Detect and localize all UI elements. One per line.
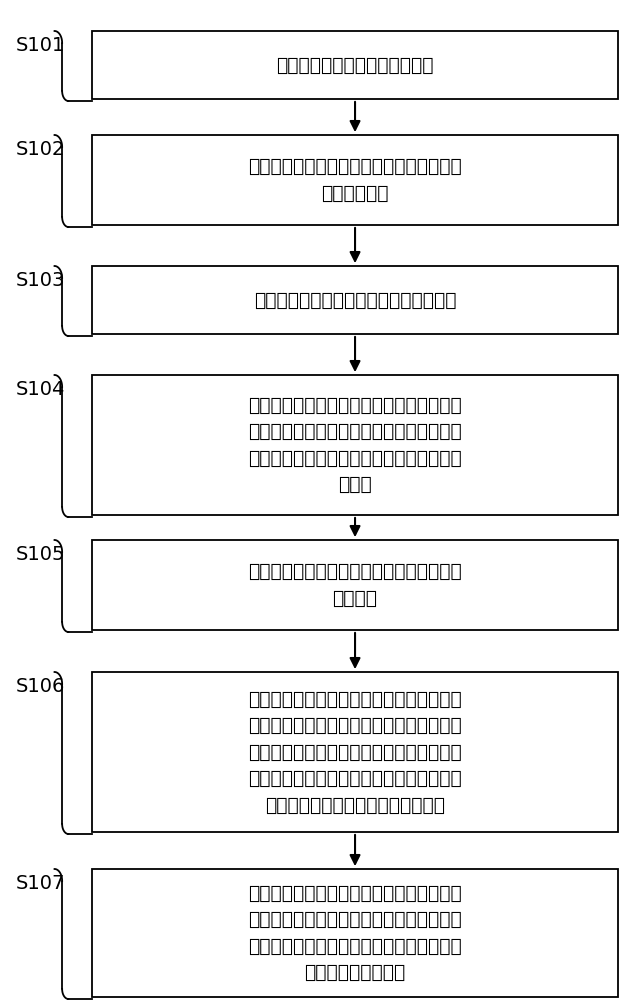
- Text: 接收读卡器传输的电子标签数据: 接收读卡器传输的电子标签数据: [276, 55, 434, 75]
- Text: 获取电子标签存储库中所有包括所述待判定
运营商的运营商信息的所述电子标签数据，
构成所述待判定运营商对应的电子标签数据
总量组: 获取电子标签存储库中所有包括所述待判定 运营商的运营商信息的所述电子标签数据， …: [248, 396, 462, 494]
- Bar: [92, 672, 618, 832]
- Text: 在预定时间段内统计接收到同一所述电子标
签数据的次数: 在预定时间段内统计接收到同一所述电子标 签数据的次数: [248, 157, 462, 203]
- Text: S104: S104: [16, 380, 65, 399]
- Bar: [92, 266, 618, 334]
- Text: 从所述待判定运营商对应的电子标签数据总
量组中，去除所述待判定运营商提供的实时
订单数据组和与所述待判定运营商对应的所
述规范停车数据组中的电子标签数据，得到
: 从所述待判定运营商对应的电子标签数据总 量组中，去除所述待判定运营商提供的实时 …: [248, 690, 462, 814]
- Text: 获取与所述待判定运营商对应的所述规范停
车数据组: 获取与所述待判定运营商对应的所述规范停 车数据组: [248, 562, 462, 608]
- Bar: [92, 869, 618, 997]
- Text: S103: S103: [16, 271, 65, 290]
- Bar: [92, 375, 618, 515]
- Bar: [92, 135, 618, 225]
- Text: S106: S106: [16, 677, 65, 696]
- Bar: [92, 540, 618, 630]
- Text: S101: S101: [16, 36, 65, 55]
- Text: 接收待判定运营商提供的实时订单数据组: 接收待判定运营商提供的实时订单数据组: [254, 290, 456, 310]
- Text: 用所述待判定运营商的违停单车数据组中的
数据量除以所述待判定运营商对应的电子标
签数据总量组中的数据量，得到所述待判定
运营商的单车违停率: 用所述待判定运营商的违停单车数据组中的 数据量除以所述待判定运营商对应的电子标 …: [248, 884, 462, 982]
- Text: S105: S105: [16, 545, 65, 564]
- Bar: [92, 31, 618, 99]
- Text: S102: S102: [16, 140, 65, 159]
- Text: S107: S107: [16, 874, 65, 893]
